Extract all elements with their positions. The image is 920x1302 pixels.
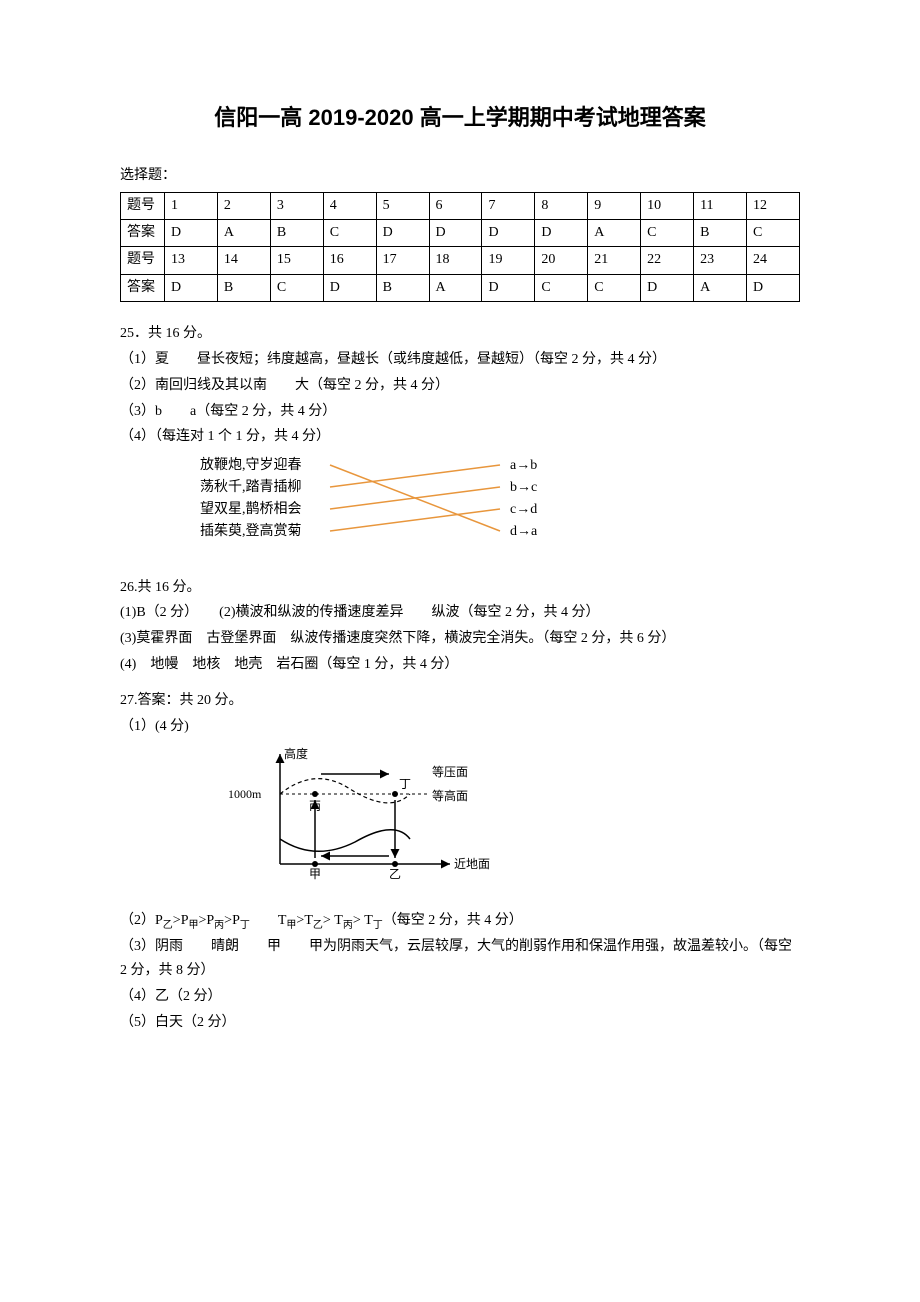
svg-text:荡秋千,踏青插柳: 荡秋千,踏青插柳 <box>200 478 302 495</box>
q25-part2: （2）南回归线及其以南 大（每空 2 分，共 4 分） <box>120 374 800 398</box>
table-cell: 13 <box>165 247 218 274</box>
table-cell: B <box>694 219 747 246</box>
row-label: 答案 <box>121 274 165 301</box>
svg-text:等高面: 等高面 <box>432 788 468 803</box>
table-cell: C <box>746 219 799 246</box>
matching-diagram: 放鞭炮,守岁迎春荡秋千,踏青插柳望双星,鹊桥相会插茱萸,登高赏菊 a→b b→c c→… <box>200 455 800 563</box>
row-label: 题号 <box>121 192 165 219</box>
svg-text:等压面: 等压面 <box>432 765 468 779</box>
table-cell: 23 <box>694 247 747 274</box>
row-label: 题号 <box>121 247 165 274</box>
svg-text:高度: 高度 <box>284 746 308 761</box>
table-cell: C <box>588 274 641 301</box>
pressure-chart: 高度1000m等压面等高面近地面甲乙丙丁 <box>220 744 800 902</box>
table-cell: D <box>323 274 376 301</box>
svg-text:近地面: 近地面 <box>454 857 490 871</box>
table-cell: C <box>535 274 588 301</box>
q27-header: 27.答案：共 20 分。 <box>120 689 800 713</box>
table-cell: 4 <box>323 192 376 219</box>
table-cell: D <box>641 274 694 301</box>
table-cell: 2 <box>217 192 270 219</box>
table-cell: 16 <box>323 247 376 274</box>
svg-text:插茱萸,登高赏菊: 插茱萸,登高赏菊 <box>200 522 302 539</box>
q27-part1: （1）(4 分) <box>120 715 800 739</box>
page-title: 信阳一高 2019-2020 高一上学期期中考试地理答案 <box>120 100 800 135</box>
table-cell: B <box>270 219 323 246</box>
table-cell: D <box>165 219 218 246</box>
table-row: 题号 13 14 15 16 17 18 19 20 21 22 23 24 <box>121 247 800 274</box>
question-27: 27.答案：共 20 分。 （1）(4 分) 高度 1000m 等压面等高面近地面甲… <box>120 689 800 1035</box>
table-cell: 6 <box>429 192 482 219</box>
q27-part3: （3）阴雨 晴朗 甲 甲为阴雨天气，云层较厚，大气的削弱作用和保温作用强，故温差… <box>120 935 800 983</box>
matching-svg: 放鞭炮,守岁迎春荡秋千,踏青插柳望双星,鹊桥相会插茱萸,登高赏菊 a→b b→c c→… <box>200 455 620 555</box>
table-cell: 14 <box>217 247 270 274</box>
table-cell: A <box>217 219 270 246</box>
table-cell: A <box>694 274 747 301</box>
table-cell: D <box>429 219 482 246</box>
q26-part3: (4) 地幔 地核 地壳 岩石圈（每空 1 分，共 4 分） <box>120 653 800 677</box>
svg-text:a→b: a→b <box>510 458 537 473</box>
table-cell: D <box>535 219 588 246</box>
question-25: 25．共 16 分。 （1）夏 昼长夜短；纬度越高，昼越长（或纬度越低，昼越短）… <box>120 322 800 563</box>
table-cell: 21 <box>588 247 641 274</box>
table-cell: A <box>588 219 641 246</box>
table-cell: 3 <box>270 192 323 219</box>
chart-svg: 高度1000m等压面等高面近地面甲乙丙丁 <box>220 744 520 894</box>
table-cell: D <box>482 219 535 246</box>
table-cell: C <box>270 274 323 301</box>
table-cell: 18 <box>429 247 482 274</box>
answer-table: 题号 1 2 3 4 5 6 7 8 9 10 11 12 答案 D A B C… <box>120 192 800 303</box>
table-cell: 22 <box>641 247 694 274</box>
table-cell: 8 <box>535 192 588 219</box>
table-cell: D <box>746 274 799 301</box>
q25-part3: （3）b a（每空 2 分，共 4 分） <box>120 400 800 424</box>
table-cell: 11 <box>694 192 747 219</box>
table-cell: D <box>165 274 218 301</box>
q26-part1: (1)B（2 分） (2)横波和纵波的传播速度差异 纵波（每空 2 分，共 4 … <box>120 601 800 625</box>
table-cell: B <box>376 274 429 301</box>
table-cell: 7 <box>482 192 535 219</box>
svg-text:丁: 丁 <box>399 777 411 791</box>
q25-header: 25．共 16 分。 <box>120 322 800 346</box>
table-cell: 15 <box>270 247 323 274</box>
q27-part4: （4）乙（2 分） <box>120 985 800 1009</box>
table-cell: C <box>323 219 376 246</box>
svg-text:d→a: d→a <box>510 524 538 539</box>
table-row: 题号 1 2 3 4 5 6 7 8 9 10 11 12 <box>121 192 800 219</box>
q26-header: 26.共 16 分。 <box>120 576 800 600</box>
q27-part2: （2）P乙>P甲>P丙>P丁 T甲>T乙> T丙> T丁（每空 2 分，共 4 … <box>120 909 800 934</box>
svg-text:望双星,鹊桥相会: 望双星,鹊桥相会 <box>200 500 302 517</box>
table-row: 答案 D B C D B A D C C D A D <box>121 274 800 301</box>
svg-text:甲: 甲 <box>309 867 321 881</box>
choice-section-label: 选择题： <box>120 165 800 187</box>
table-cell: 12 <box>746 192 799 219</box>
table-cell: C <box>641 219 694 246</box>
table-cell: 5 <box>376 192 429 219</box>
table-cell: 9 <box>588 192 641 219</box>
q26-part2: (3)莫霍界面 古登堡界面 纵波传播速度突然下降，横波完全消失。（每空 2 分，… <box>120 627 800 651</box>
table-cell: B <box>217 274 270 301</box>
table-cell: 20 <box>535 247 588 274</box>
question-26: 26.共 16 分。 (1)B（2 分） (2)横波和纵波的传播速度差异 纵波（… <box>120 576 800 677</box>
table-cell: D <box>482 274 535 301</box>
svg-text:放鞭炮,守岁迎春: 放鞭炮,守岁迎春 <box>200 457 302 473</box>
svg-text:b→c: b→c <box>510 480 537 495</box>
table-cell: 17 <box>376 247 429 274</box>
svg-text:乙: 乙 <box>389 867 401 881</box>
table-cell: D <box>376 219 429 246</box>
svg-text:c→d: c→d <box>510 502 537 517</box>
q27-part5: （5）白天（2 分） <box>120 1011 800 1035</box>
table-row: 答案 D A B C D D D D A C B C <box>121 219 800 246</box>
svg-text:1000m: 1000m <box>228 787 262 801</box>
table-cell: 24 <box>746 247 799 274</box>
q25-part4: （4）（每连对 1 个 1 分，共 4 分） <box>120 425 800 449</box>
table-cell: A <box>429 274 482 301</box>
row-label: 答案 <box>121 219 165 246</box>
q25-part1: （1）夏 昼长夜短；纬度越高，昼越长（或纬度越低，昼越短）（每空 2 分，共 4… <box>120 348 800 372</box>
table-cell: 1 <box>165 192 218 219</box>
table-cell: 10 <box>641 192 694 219</box>
table-cell: 19 <box>482 247 535 274</box>
